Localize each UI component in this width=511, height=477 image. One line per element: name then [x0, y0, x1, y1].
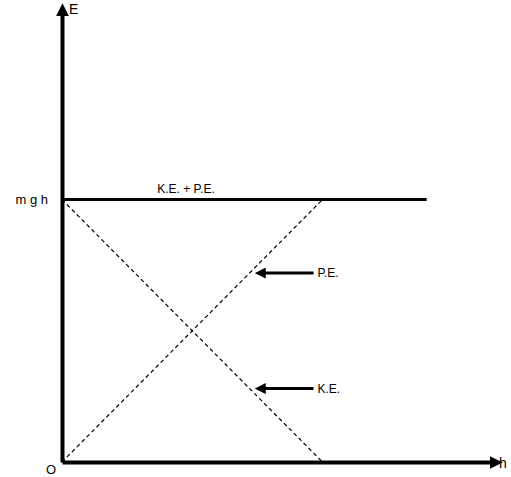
- label-arrow: [264, 272, 314, 275]
- label-arrow: [264, 387, 314, 390]
- series-line: [62, 198, 427, 201]
- series-line: [62, 200, 322, 462]
- x-axis-title: h: [499, 455, 507, 471]
- series-label: K.E.: [318, 382, 341, 396]
- chart-svg: m g h Eh O K.E. + P.E. P.E. K.E.: [0, 0, 511, 477]
- x-axis: [63, 462, 498, 463]
- x-axis-line: [63, 461, 498, 465]
- y-axis: m g h: [15, 9, 62, 463]
- y-tick: m g h: [15, 192, 62, 207]
- labels: Eh O K.E. + P.E. P.E. K.E.: [46, 1, 507, 477]
- y-axis-title: E: [69, 1, 78, 17]
- series-label: P.E.: [318, 266, 339, 280]
- plot-area: [62, 200, 427, 462]
- chart-container: m g h Eh O K.E. + P.E. P.E. K.E.: [0, 0, 511, 477]
- y-tick-label: m g h: [15, 192, 48, 207]
- origin-label: O: [46, 462, 56, 477]
- series-line: [62, 200, 322, 462]
- y-axis-line: [61, 9, 65, 463]
- series-label: K.E. + P.E.: [157, 182, 214, 196]
